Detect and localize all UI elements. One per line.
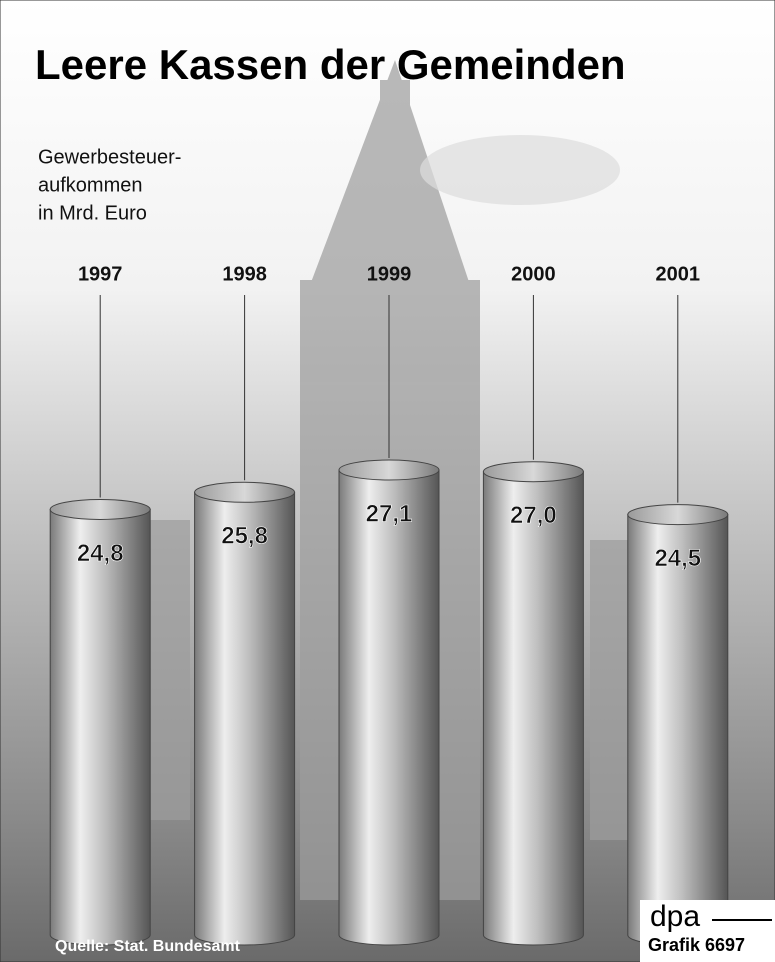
agency: dpa — [650, 900, 700, 933]
cloud — [420, 135, 620, 205]
value-label: 24,5 — [654, 545, 701, 572]
bar — [339, 470, 439, 945]
value-label: 27,0 — [510, 502, 557, 529]
x-tick-label: 1998 — [222, 263, 267, 285]
x-tick-label: 1997 — [78, 263, 123, 285]
bar-top — [50, 499, 150, 519]
value-label: 24,8 — [77, 540, 124, 567]
value-label: 27,1 — [366, 500, 413, 527]
chart-title: Leere Kassen der Gemeinden — [35, 41, 626, 88]
bar — [628, 515, 728, 945]
subtitle: aufkommen — [38, 174, 143, 196]
chart: Leere Kassen der Gemeinden Gewerbesteuer… — [0, 0, 775, 962]
subtitle: Gewerbesteuer- — [38, 146, 181, 168]
bar-top — [195, 482, 295, 502]
bar — [50, 509, 150, 945]
x-tick-label: 1999 — [367, 263, 412, 285]
subtitle: in Mrd. Euro — [38, 202, 147, 224]
graphic-id: Grafik 6697 — [648, 935, 745, 955]
bar-top — [339, 460, 439, 480]
value-label: 25,8 — [221, 523, 268, 550]
bar-top — [628, 505, 728, 525]
bar — [483, 472, 583, 945]
x-tick-label: 2001 — [656, 263, 701, 285]
source: Quelle: Stat. Bundesamt — [55, 938, 241, 955]
bar-top — [483, 462, 583, 482]
bar — [195, 492, 295, 945]
x-tick-label: 2000 — [511, 263, 556, 285]
